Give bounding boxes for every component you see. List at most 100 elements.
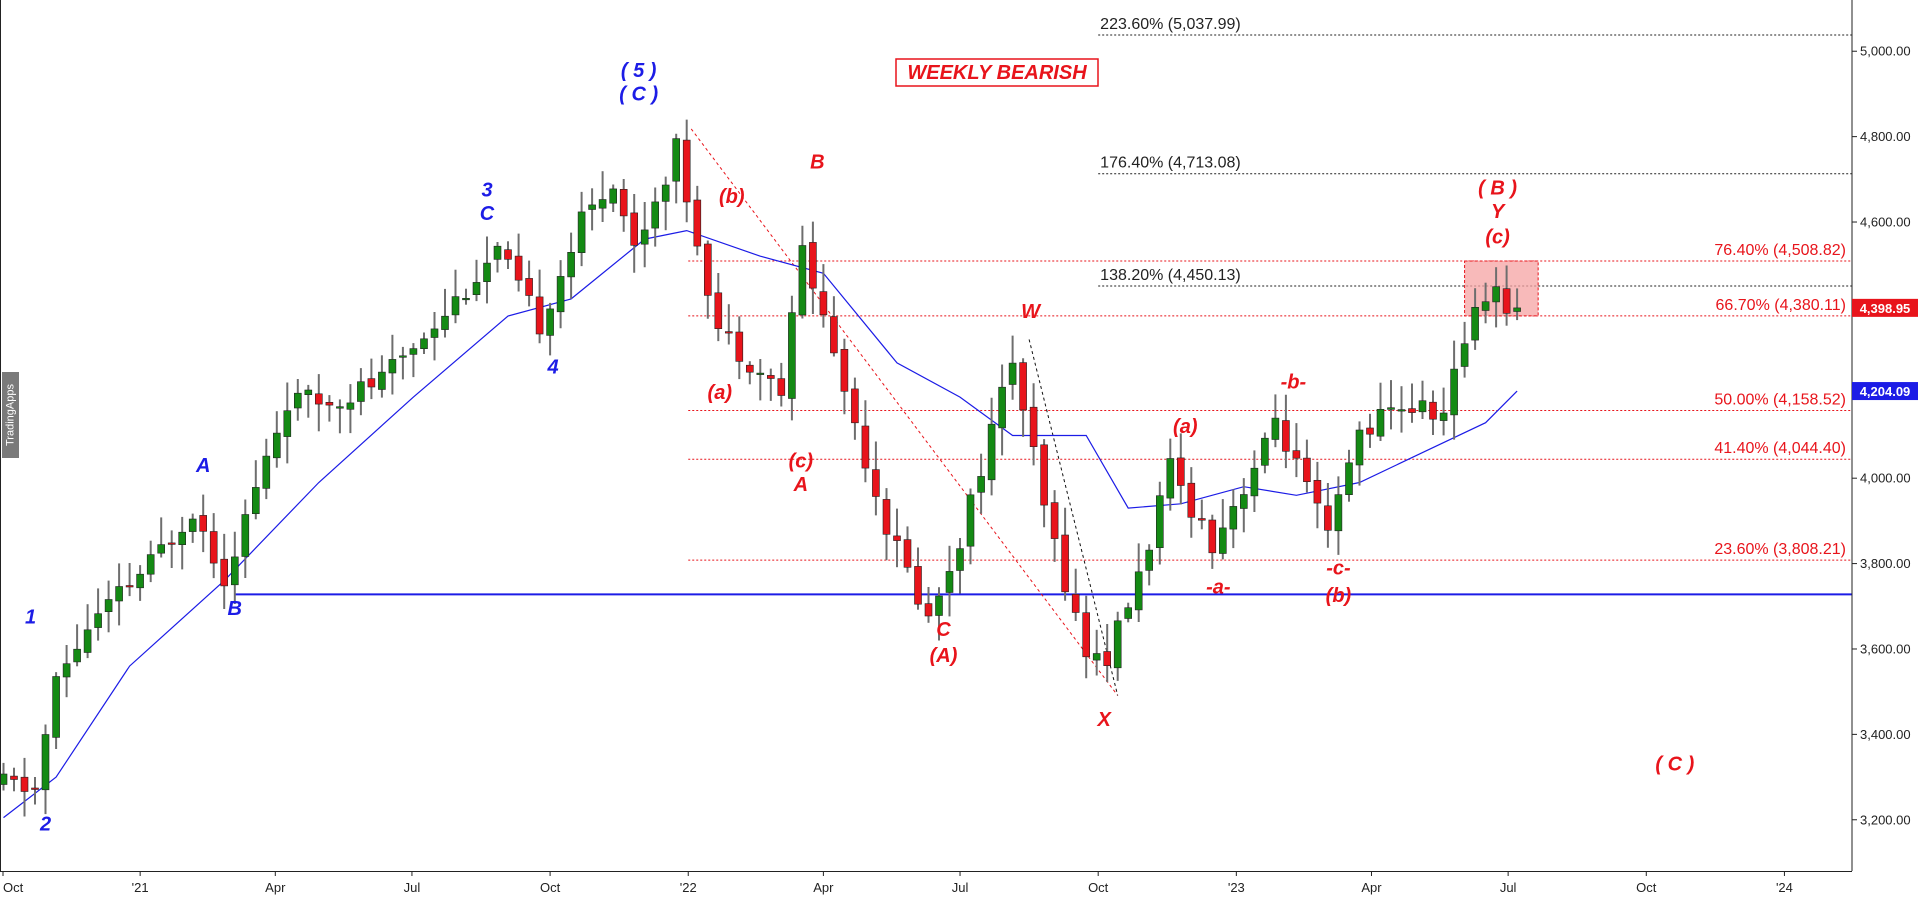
candle-down [1040, 444, 1048, 506]
wave-label: A [793, 474, 808, 496]
candle-down [167, 542, 176, 545]
fibonacci-lines [688, 34, 1852, 561]
candle-up [556, 276, 565, 313]
x-tick-label: Jul [404, 880, 421, 895]
x-tick-label: '22 [680, 880, 697, 895]
candle-up [378, 371, 386, 390]
candle-up [41, 734, 50, 791]
candle-up [1271, 417, 1280, 440]
candle-up [1145, 549, 1153, 571]
candle-up [420, 338, 428, 349]
candle-up [73, 648, 81, 663]
wave-label: B [810, 152, 824, 174]
y-tick-label: 3,800.00 [1860, 556, 1911, 571]
candle-down [924, 603, 933, 617]
candle-down [1029, 406, 1038, 448]
candle-down [1429, 401, 1437, 420]
candle-down [819, 291, 828, 316]
x-tick-label: Jul [952, 880, 969, 895]
candle-down [1198, 518, 1206, 521]
candle-up [1261, 437, 1269, 466]
candle-down [682, 139, 691, 203]
x-tick-label: Jul [1500, 880, 1517, 895]
candle-down [693, 199, 702, 247]
candle-down [514, 255, 523, 281]
price-tag [1852, 382, 1918, 401]
candle-down [31, 787, 39, 790]
candle-up [1113, 620, 1122, 669]
candle-down [830, 316, 838, 354]
y-tick-label: 3,400.00 [1860, 727, 1911, 742]
candle-up [609, 188, 618, 204]
fib-label: 50.00% (4,158.52) [1714, 392, 1846, 409]
candle-up [1376, 408, 1385, 437]
fib-label: 223.60% (5,037.99) [1100, 16, 1241, 33]
candle-up [640, 229, 649, 245]
candle-down [1282, 420, 1290, 452]
candle-down [220, 558, 228, 587]
wave-label: 1 [25, 606, 36, 628]
candle-up [1219, 527, 1227, 554]
candle-down [872, 469, 880, 497]
candle-up [241, 514, 250, 557]
target-zone [1464, 260, 1539, 317]
candle-down [1019, 362, 1027, 411]
candle-up [788, 312, 796, 399]
candle-down [1082, 612, 1090, 658]
candle-down [504, 249, 512, 260]
candle-up [966, 494, 975, 547]
wave-label: (c) [1485, 226, 1510, 248]
candle-up [157, 544, 165, 554]
candle-down [1177, 457, 1185, 486]
candle-up [1092, 653, 1101, 661]
candle-up [1513, 307, 1521, 312]
candle-down [1292, 450, 1301, 459]
trend-line [690, 128, 1119, 696]
fib-label: 41.40% (4,044.40) [1714, 440, 1846, 457]
candle-down [1313, 479, 1322, 504]
candle-up [188, 518, 197, 532]
candle-up [493, 245, 502, 260]
candle-up [672, 138, 681, 182]
x-tick-label: '23 [1228, 880, 1245, 895]
candle-up [399, 355, 407, 358]
candle-up [1345, 462, 1353, 495]
candle-up [1450, 368, 1458, 416]
wave-label: (a) [708, 382, 733, 404]
candle-up [430, 328, 439, 338]
wave-label: C [936, 619, 951, 641]
candle-down [1324, 505, 1332, 531]
candle-down [314, 393, 323, 405]
wave-label: (A) [930, 645, 958, 667]
wave-label: A [195, 455, 210, 477]
candle-up [598, 199, 607, 209]
candle-down [525, 278, 533, 296]
candle-up [1134, 571, 1143, 611]
candle-down [535, 296, 544, 335]
candle-down [851, 388, 859, 424]
candle-up [83, 629, 92, 653]
candle-down [1071, 593, 1080, 613]
candle-up [977, 476, 985, 493]
candle-up [336, 406, 344, 409]
candle-up [577, 211, 586, 253]
candle-down [1208, 519, 1217, 554]
candle-up [1156, 495, 1164, 549]
candle-up [146, 554, 155, 575]
wave-label: (b) [1326, 585, 1352, 607]
x-tick-label: Oct [540, 880, 561, 895]
candle-up [0, 773, 8, 785]
candle-up [1124, 607, 1132, 619]
candle-up [1240, 494, 1248, 509]
x-tick-label: Apr [265, 880, 286, 895]
candle-up [661, 184, 670, 202]
candle-up [1334, 494, 1343, 532]
candle-up [588, 204, 596, 210]
y-tick-label: 3,600.00 [1860, 641, 1911, 656]
candle-up [283, 410, 292, 437]
fib-label: 23.60% (3,808.21) [1714, 541, 1846, 558]
wave-label: ( C ) [619, 83, 658, 105]
y-tick-label: 5,000.00 [1860, 44, 1911, 59]
